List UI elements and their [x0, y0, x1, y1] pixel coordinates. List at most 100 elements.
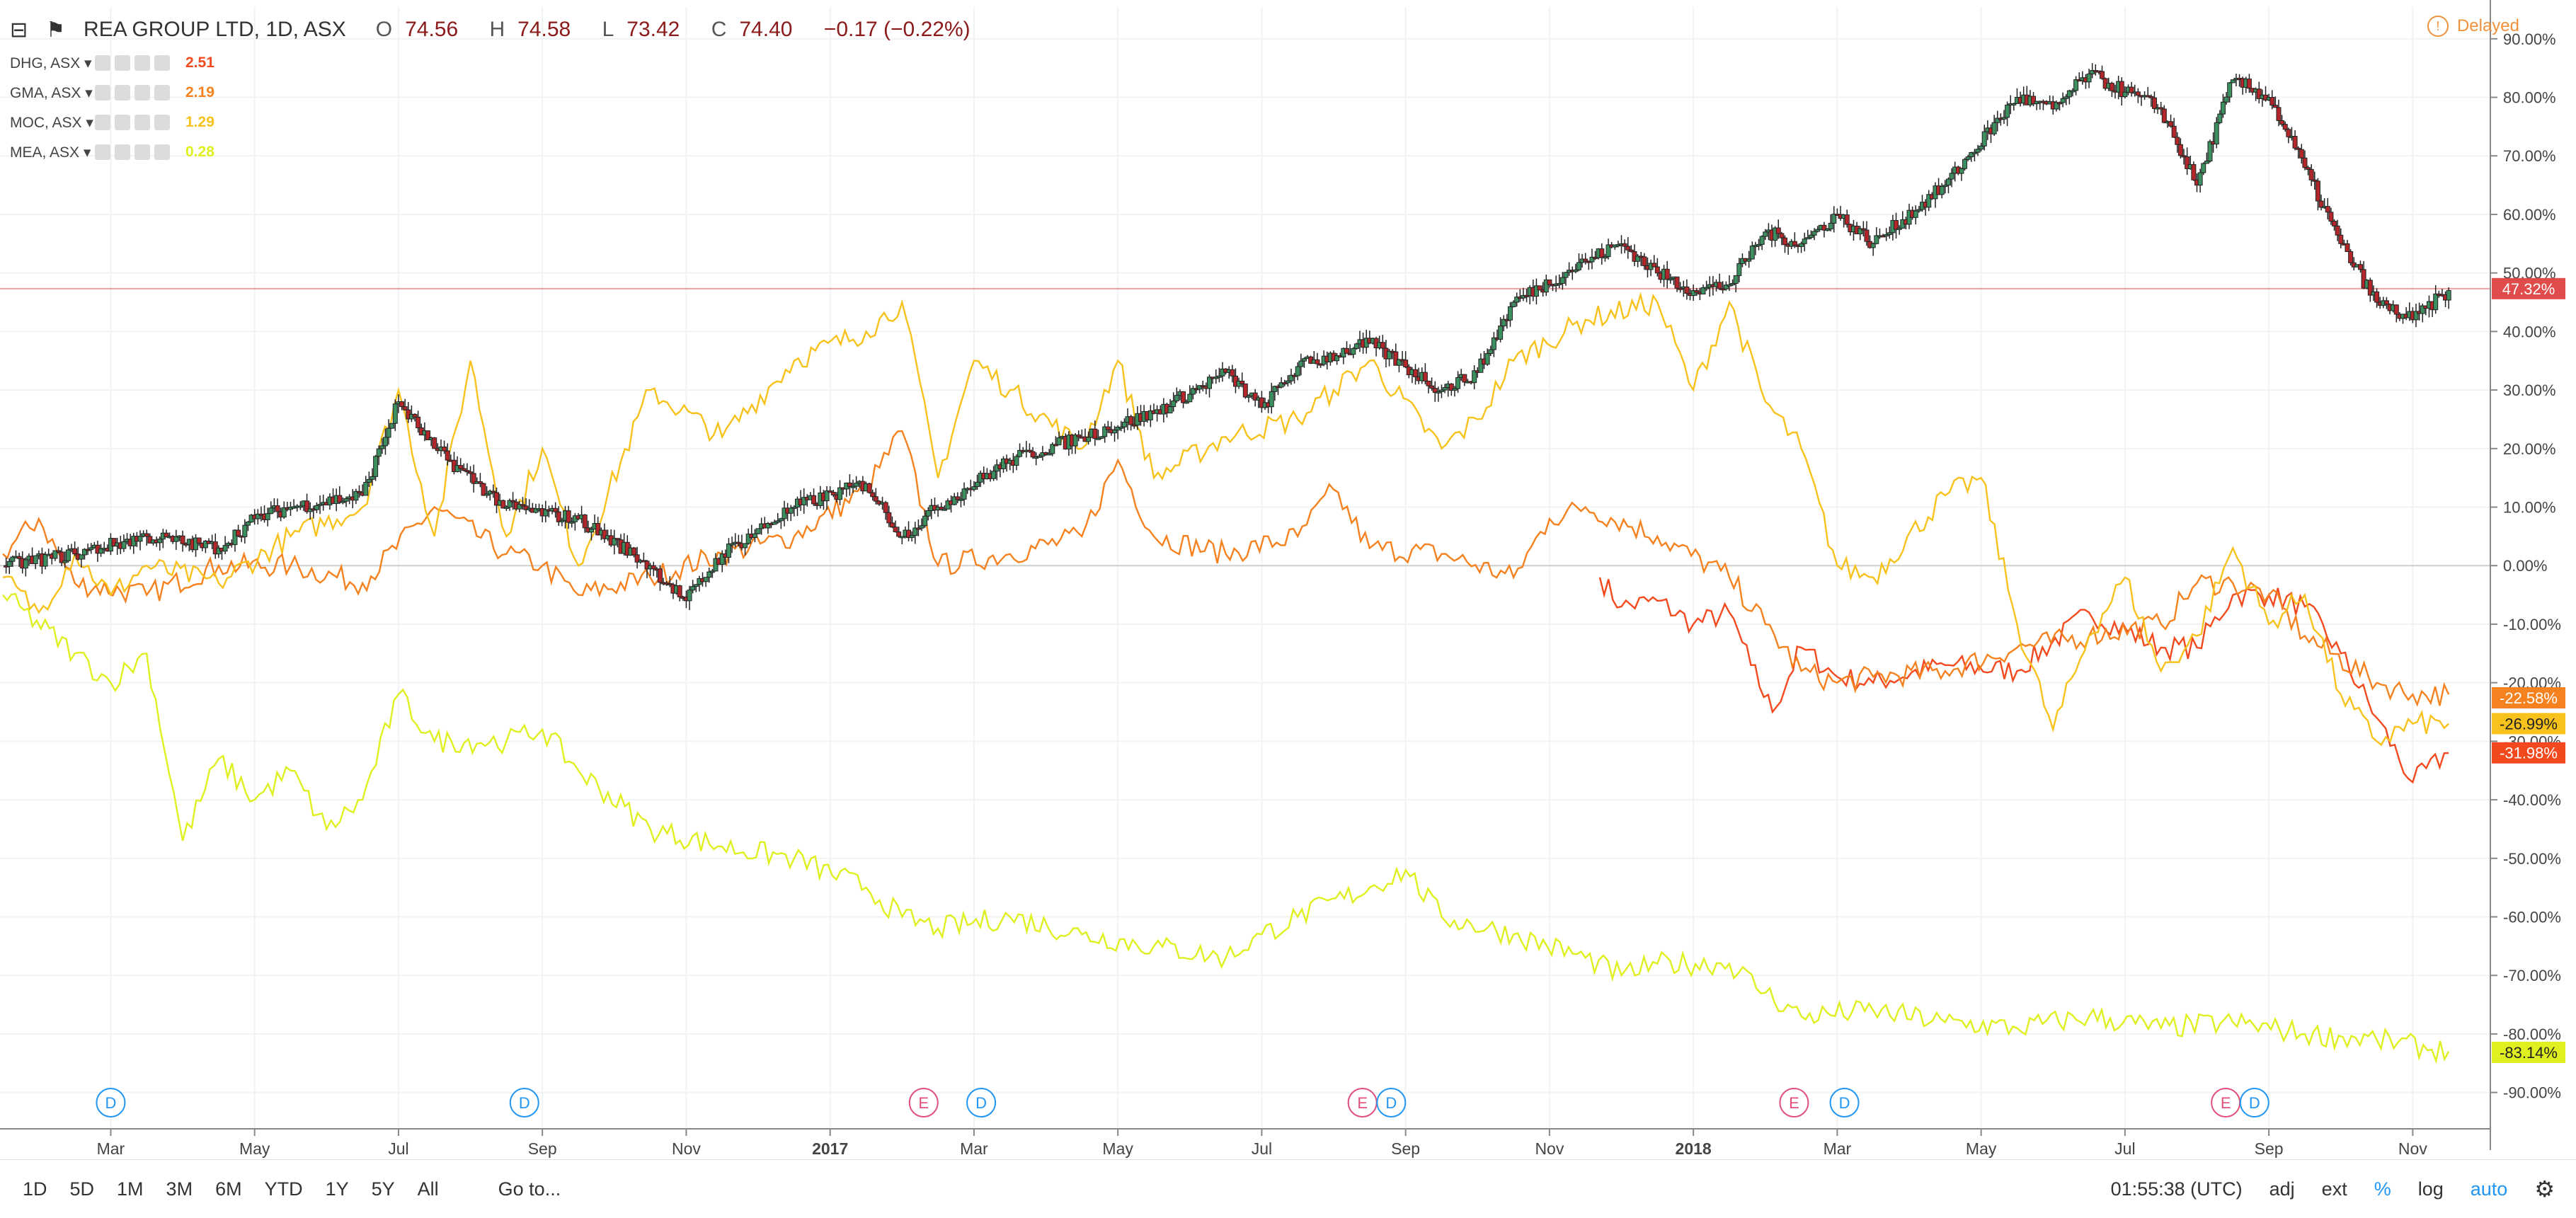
- candle-body: [1269, 391, 1274, 408]
- compare-legend-row[interactable]: MOC, ASX ▾ 1.29: [10, 108, 983, 137]
- range-button-5y[interactable]: 5Y: [371, 1178, 395, 1200]
- candle: [1583, 253, 1588, 265]
- candle-body: [10, 556, 16, 562]
- percent-toggle[interactable]: %: [2374, 1178, 2391, 1200]
- eye-icon[interactable]: [95, 144, 110, 160]
- candle: [2063, 93, 2069, 105]
- settings-icon[interactable]: [115, 115, 130, 130]
- candle-body: [2005, 104, 2010, 118]
- compare-legend-row[interactable]: GMA, ASX ▾ 2.19: [10, 78, 983, 108]
- candle-body: [2308, 168, 2314, 180]
- flag-icon[interactable]: ⚑: [46, 18, 66, 42]
- candle: [2129, 81, 2134, 97]
- candle: [2256, 81, 2262, 104]
- candle-body: [873, 496, 878, 502]
- log-toggle[interactable]: log: [2417, 1178, 2444, 1200]
- candle: [56, 546, 62, 553]
- candle: [1828, 214, 1833, 232]
- dividend-marker[interactable]: D: [1829, 1088, 1860, 1118]
- y-axis[interactable]: 90.00%80.00%70.00%60.00%50.00%40.00%30.0…: [2490, 0, 2561, 1150]
- eye-icon[interactable]: [95, 85, 110, 100]
- range-button-5d[interactable]: 5D: [69, 1178, 95, 1200]
- candle-body: [494, 492, 500, 506]
- adj-toggle[interactable]: adj: [2269, 1178, 2295, 1200]
- candle-body: [1926, 194, 1932, 208]
- compare-legend-row[interactable]: DHG, ASX ▾ 2.51: [10, 48, 983, 78]
- auto-toggle[interactable]: auto: [2470, 1178, 2508, 1200]
- candle-body: [157, 539, 163, 544]
- earnings-marker[interactable]: E: [908, 1088, 939, 1118]
- x-axis[interactable]: Mar May Jul Sep Nov 2017 Mar May Jul Sep Nov 2018 Ma…: [0, 1128, 2490, 1158]
- candle: [376, 445, 382, 466]
- add-icon[interactable]: [134, 144, 150, 160]
- candle-body: [2054, 102, 2059, 110]
- remove-icon[interactable]: [154, 144, 170, 160]
- main-symbol[interactable]: REA GROUP LTD, 1D, ASX: [84, 18, 346, 41]
- candle-body: [850, 486, 856, 488]
- candle-body: [1422, 372, 1428, 381]
- candle: [644, 559, 650, 579]
- eye-icon[interactable]: [95, 55, 110, 71]
- range-button-6m[interactable]: 6M: [215, 1178, 242, 1200]
- range-button-1y[interactable]: 1Y: [325, 1178, 349, 1200]
- series-line-gma: [2, 430, 2450, 707]
- settings-icon[interactable]: [115, 55, 130, 71]
- candle: [1668, 273, 1673, 284]
- candle: [909, 531, 915, 542]
- candle-body: [1472, 370, 1477, 384]
- goto-button[interactable]: Go to...: [498, 1178, 561, 1200]
- range-button-3m[interactable]: 3M: [166, 1178, 193, 1200]
- candle-body: [1282, 382, 1288, 385]
- candle-body: [955, 496, 961, 500]
- add-icon[interactable]: [134, 115, 150, 130]
- remove-icon[interactable]: [154, 55, 170, 71]
- delayed-status[interactable]: ! Delayed: [2427, 16, 2519, 37]
- gear-icon[interactable]: ⚙: [2534, 1176, 2555, 1202]
- earnings-marker[interactable]: E: [1779, 1088, 1809, 1118]
- candle-body: [202, 540, 208, 548]
- main-symbol-legend[interactable]: ⊟ ⚑ REA GROUP LTD, 1D, ASX O 74.56 H 74.58…: [10, 11, 983, 48]
- dividend-marker[interactable]: D: [509, 1088, 539, 1118]
- dividend-marker[interactable]: D: [2239, 1088, 2269, 1118]
- compare-symbol[interactable]: GMA, ASX ▾: [10, 84, 93, 101]
- candle-body: [1811, 231, 1817, 236]
- dividend-marker[interactable]: D: [1376, 1088, 1407, 1118]
- candle-body: [1668, 278, 1673, 281]
- remove-icon[interactable]: [154, 115, 170, 130]
- range-button-ytd[interactable]: YTD: [264, 1178, 303, 1200]
- compare-legend-row[interactable]: MEA, ASX ▾ 0.28: [10, 137, 983, 167]
- remove-icon[interactable]: [154, 85, 170, 100]
- collapse-icon[interactable]: ⊟: [10, 18, 28, 42]
- compare-symbol[interactable]: MEA, ASX ▾: [10, 144, 91, 161]
- add-icon[interactable]: [134, 85, 150, 100]
- compare-symbol[interactable]: DHG, ASX ▾: [10, 54, 92, 71]
- candle-body: [1642, 256, 1647, 266]
- range-button-all[interactable]: All: [417, 1178, 439, 1200]
- candle-body: [6, 561, 12, 567]
- compare-value: 2.51: [185, 54, 214, 71]
- candle: [10, 555, 16, 567]
- earnings-marker[interactable]: E: [1347, 1088, 1378, 1118]
- add-icon[interactable]: [134, 55, 150, 71]
- candle-body: [232, 529, 238, 546]
- settings-icon[interactable]: [115, 144, 130, 160]
- candle: [111, 538, 117, 547]
- eye-icon[interactable]: [95, 115, 110, 130]
- clock[interactable]: 01:55:38 (UTC): [2110, 1178, 2243, 1200]
- dividend-marker[interactable]: D: [966, 1088, 997, 1118]
- candle: [543, 500, 549, 523]
- earnings-marker[interactable]: E: [2211, 1088, 2241, 1118]
- candle: [461, 463, 466, 472]
- compare-symbol[interactable]: MOC, ASX ▾: [10, 114, 93, 131]
- dividend-marker[interactable]: D: [96, 1088, 126, 1118]
- candle-body: [1864, 229, 1870, 242]
- range-button-1d[interactable]: 1D: [23, 1178, 47, 1200]
- candle-body: [370, 476, 375, 480]
- range-button-1m[interactable]: 1M: [117, 1178, 144, 1200]
- candle-body: [1488, 349, 1494, 355]
- ext-toggle[interactable]: ext: [2321, 1178, 2347, 1200]
- settings-icon[interactable]: [115, 85, 130, 100]
